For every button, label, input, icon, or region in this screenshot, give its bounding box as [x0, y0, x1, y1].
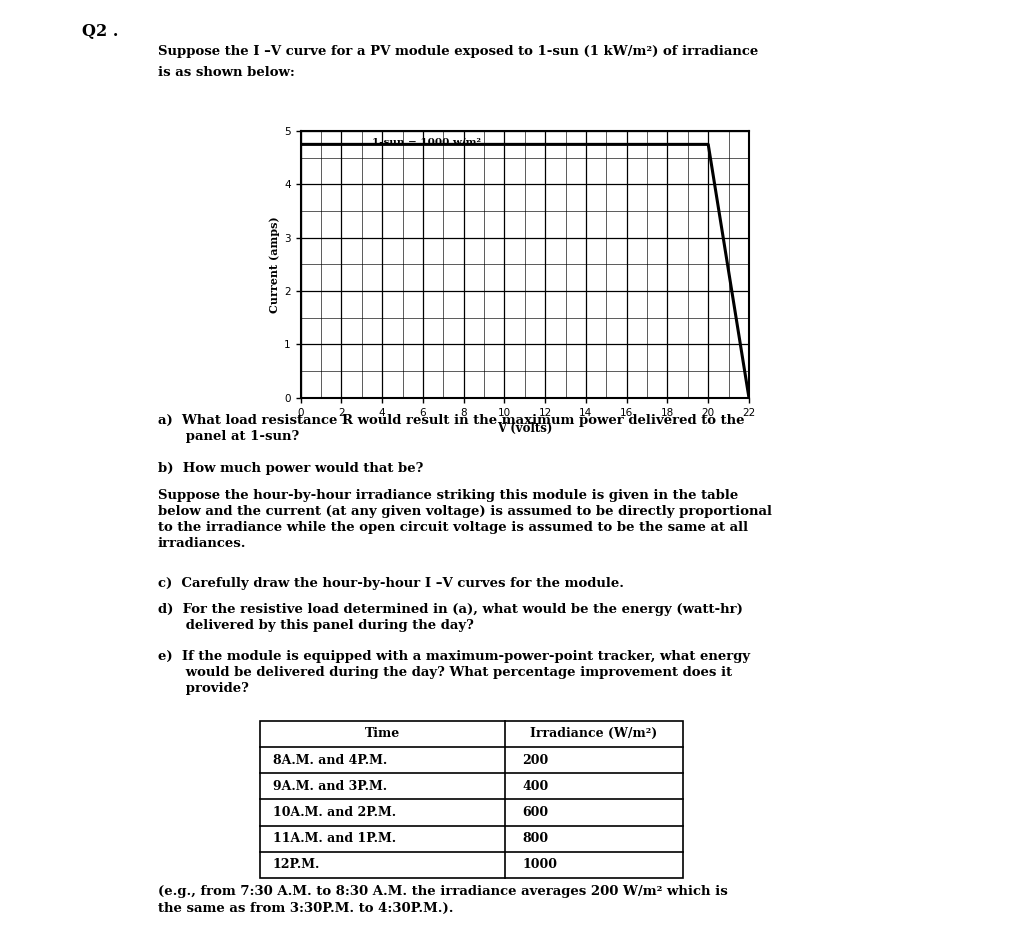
- Text: Suppose the hour-by-hour irradiance striking this module is given in the table
b: Suppose the hour-by-hour irradiance stri…: [158, 489, 772, 549]
- Text: is as shown below:: is as shown below:: [158, 66, 294, 79]
- Text: Time: Time: [365, 727, 400, 740]
- Text: 1000: 1000: [522, 858, 557, 871]
- Text: Irradiance (W/m²): Irradiance (W/m²): [530, 727, 657, 740]
- Text: Suppose the I –V curve for a PV module exposed to 1-sun (1 kW/m²) of irradiance: Suppose the I –V curve for a PV module e…: [158, 45, 758, 58]
- Text: a)  What load resistance R would result in the maximum power delivered to the
  : a) What load resistance R would result i…: [158, 414, 745, 443]
- Text: (e.g., from 7:30 A.M. to 8:30 A.M. the irradiance averages 200 W/m² which is
the: (e.g., from 7:30 A.M. to 8:30 A.M. the i…: [158, 885, 728, 914]
- Text: Q2 .: Q2 .: [82, 23, 118, 40]
- Text: b)  How much power would that be?: b) How much power would that be?: [158, 462, 423, 475]
- Text: 11A.M. and 1P.M.: 11A.M. and 1P.M.: [272, 832, 395, 845]
- Text: 8A.M. and 4P.M.: 8A.M. and 4P.M.: [272, 753, 387, 767]
- Text: 200: 200: [522, 753, 548, 767]
- Text: c)  Carefully draw the hour-by-hour I –V curves for the module.: c) Carefully draw the hour-by-hour I –V …: [158, 577, 624, 590]
- Text: 9A.M. and 3P.M.: 9A.M. and 3P.M.: [272, 780, 386, 793]
- Text: 600: 600: [522, 806, 548, 819]
- Text: 1-sun = 1000 w/m²: 1-sun = 1000 w/m²: [372, 138, 481, 146]
- Text: 400: 400: [522, 780, 548, 793]
- Y-axis label: Current (amps): Current (amps): [269, 216, 280, 313]
- Text: d)  For the resistive load determined in (a), what would be the energy (watt-hr): d) For the resistive load determined in …: [158, 603, 743, 632]
- Text: 10A.M. and 2P.M.: 10A.M. and 2P.M.: [272, 806, 395, 819]
- X-axis label: V (volts): V (volts): [497, 422, 552, 434]
- Text: 12P.M.: 12P.M.: [272, 858, 320, 871]
- Text: e)  If the module is equipped with a maximum-power-point tracker, what energy
  : e) If the module is equipped with a maxi…: [158, 650, 750, 695]
- Text: 800: 800: [522, 832, 548, 845]
